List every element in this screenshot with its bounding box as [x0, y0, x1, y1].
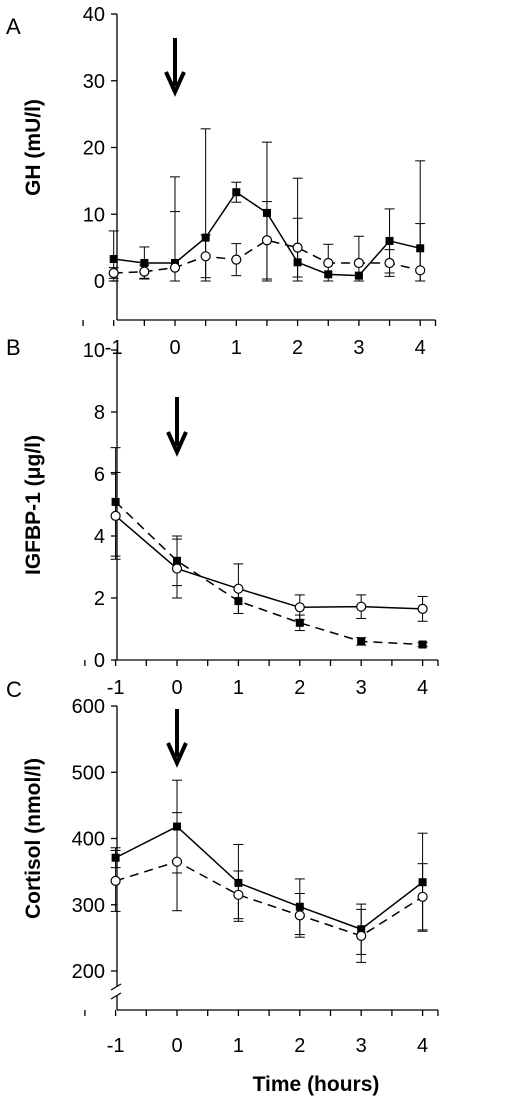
data-point — [200, 251, 211, 262]
axis-break-mark — [110, 983, 122, 991]
y-tick-label: 0 — [94, 650, 105, 672]
x-tick-label: 3 — [356, 1035, 367, 1057]
data-point — [110, 875, 121, 887]
y-tick-label: 300 — [72, 895, 105, 917]
series-filled-square — [110, 447, 428, 649]
data-point — [295, 618, 304, 627]
y-axis-label: Cortisol (nmol/l) — [22, 758, 45, 919]
data-point — [231, 254, 242, 265]
data-point — [357, 637, 366, 646]
data-point — [261, 235, 273, 246]
series-line — [115, 501, 423, 646]
y-tick-label: 40 — [83, 4, 105, 26]
data-point — [139, 266, 150, 277]
series-open-circle — [110, 812, 428, 963]
series-open-circle — [108, 201, 426, 282]
x-tick-label: 0 — [171, 677, 182, 699]
data-point — [232, 188, 241, 197]
y-axis-label: IGFBP-1 (μg/l) — [22, 435, 45, 575]
series-line — [115, 860, 424, 937]
data-point — [109, 254, 118, 263]
y-tick-label: 20 — [83, 138, 105, 160]
data-point — [323, 257, 334, 269]
y-tick-label: 10 — [83, 204, 105, 226]
series-open-circle — [110, 471, 428, 622]
x-axis-label: Time (hours) — [253, 1073, 380, 1096]
data-point — [233, 889, 244, 900]
y-tick-label: 10 — [83, 340, 105, 362]
data-point — [108, 267, 119, 279]
x-tick-label: -1 — [105, 337, 123, 359]
x-tick-label: -1 — [107, 1035, 125, 1057]
x-tick-label: 1 — [233, 677, 244, 699]
y-tick-label: 4 — [94, 526, 105, 548]
series-filled-square — [110, 779, 428, 955]
x-tick-label: 2 — [292, 337, 303, 359]
series-line — [113, 239, 421, 274]
y-tick-label: 500 — [72, 762, 105, 784]
y-axis-label: GH (mU/l) — [22, 99, 45, 196]
y-tick-label: 8 — [94, 402, 105, 424]
x-tick-label: 4 — [415, 337, 426, 359]
data-point — [171, 856, 183, 867]
x-tick-label: 2 — [294, 677, 305, 699]
x-tick-label: 0 — [171, 1035, 182, 1057]
panel-letter: A — [6, 14, 21, 39]
panel-a: A GH (mU/l) 0 10 20 30 40 -1 0 1 2 3 4 — [6, 4, 437, 359]
data-point — [417, 891, 428, 902]
x-tick-label: 1 — [233, 1035, 244, 1057]
data-point — [353, 257, 364, 269]
panel-letter: B — [6, 335, 21, 360]
y-tick-label: 30 — [83, 71, 105, 93]
panel-letter: C — [6, 677, 22, 702]
data-point — [292, 242, 303, 253]
data-point — [356, 930, 367, 941]
x-tick-label: 0 — [169, 337, 180, 359]
arrow-head — [164, 71, 186, 97]
y-tick-label: 2 — [94, 588, 105, 610]
y-tick-label: 600 — [72, 696, 105, 718]
data-point — [418, 640, 427, 649]
y-tick-label: 0 — [94, 271, 105, 293]
axis-break-mark — [110, 992, 122, 1000]
x-tick-label: 2 — [294, 1035, 305, 1057]
series-line — [115, 515, 423, 610]
x-tick-label: -1 — [107, 677, 125, 699]
y-tick-label: 400 — [72, 829, 105, 851]
data-point — [294, 910, 305, 921]
x-tick-label: 3 — [356, 677, 367, 699]
data-point — [415, 265, 426, 276]
data-point — [171, 563, 183, 574]
data-point — [385, 236, 394, 245]
x-tick-label: 4 — [417, 677, 428, 699]
x-tick-label: 4 — [417, 1035, 428, 1057]
data-point — [294, 602, 305, 613]
series-line — [115, 825, 424, 931]
arrow-head — [166, 431, 188, 457]
x-tick-label: 3 — [353, 337, 364, 359]
data-point — [417, 603, 428, 614]
data-point — [233, 583, 244, 594]
data-point — [356, 601, 367, 612]
data-point — [140, 258, 149, 267]
arrow-head — [166, 742, 188, 768]
data-point — [169, 262, 181, 273]
data-point — [110, 510, 121, 521]
y-tick-label: 200 — [72, 961, 105, 983]
y-tick-label: 6 — [94, 464, 105, 486]
data-point — [384, 257, 395, 269]
x-tick-label: 1 — [231, 337, 242, 359]
